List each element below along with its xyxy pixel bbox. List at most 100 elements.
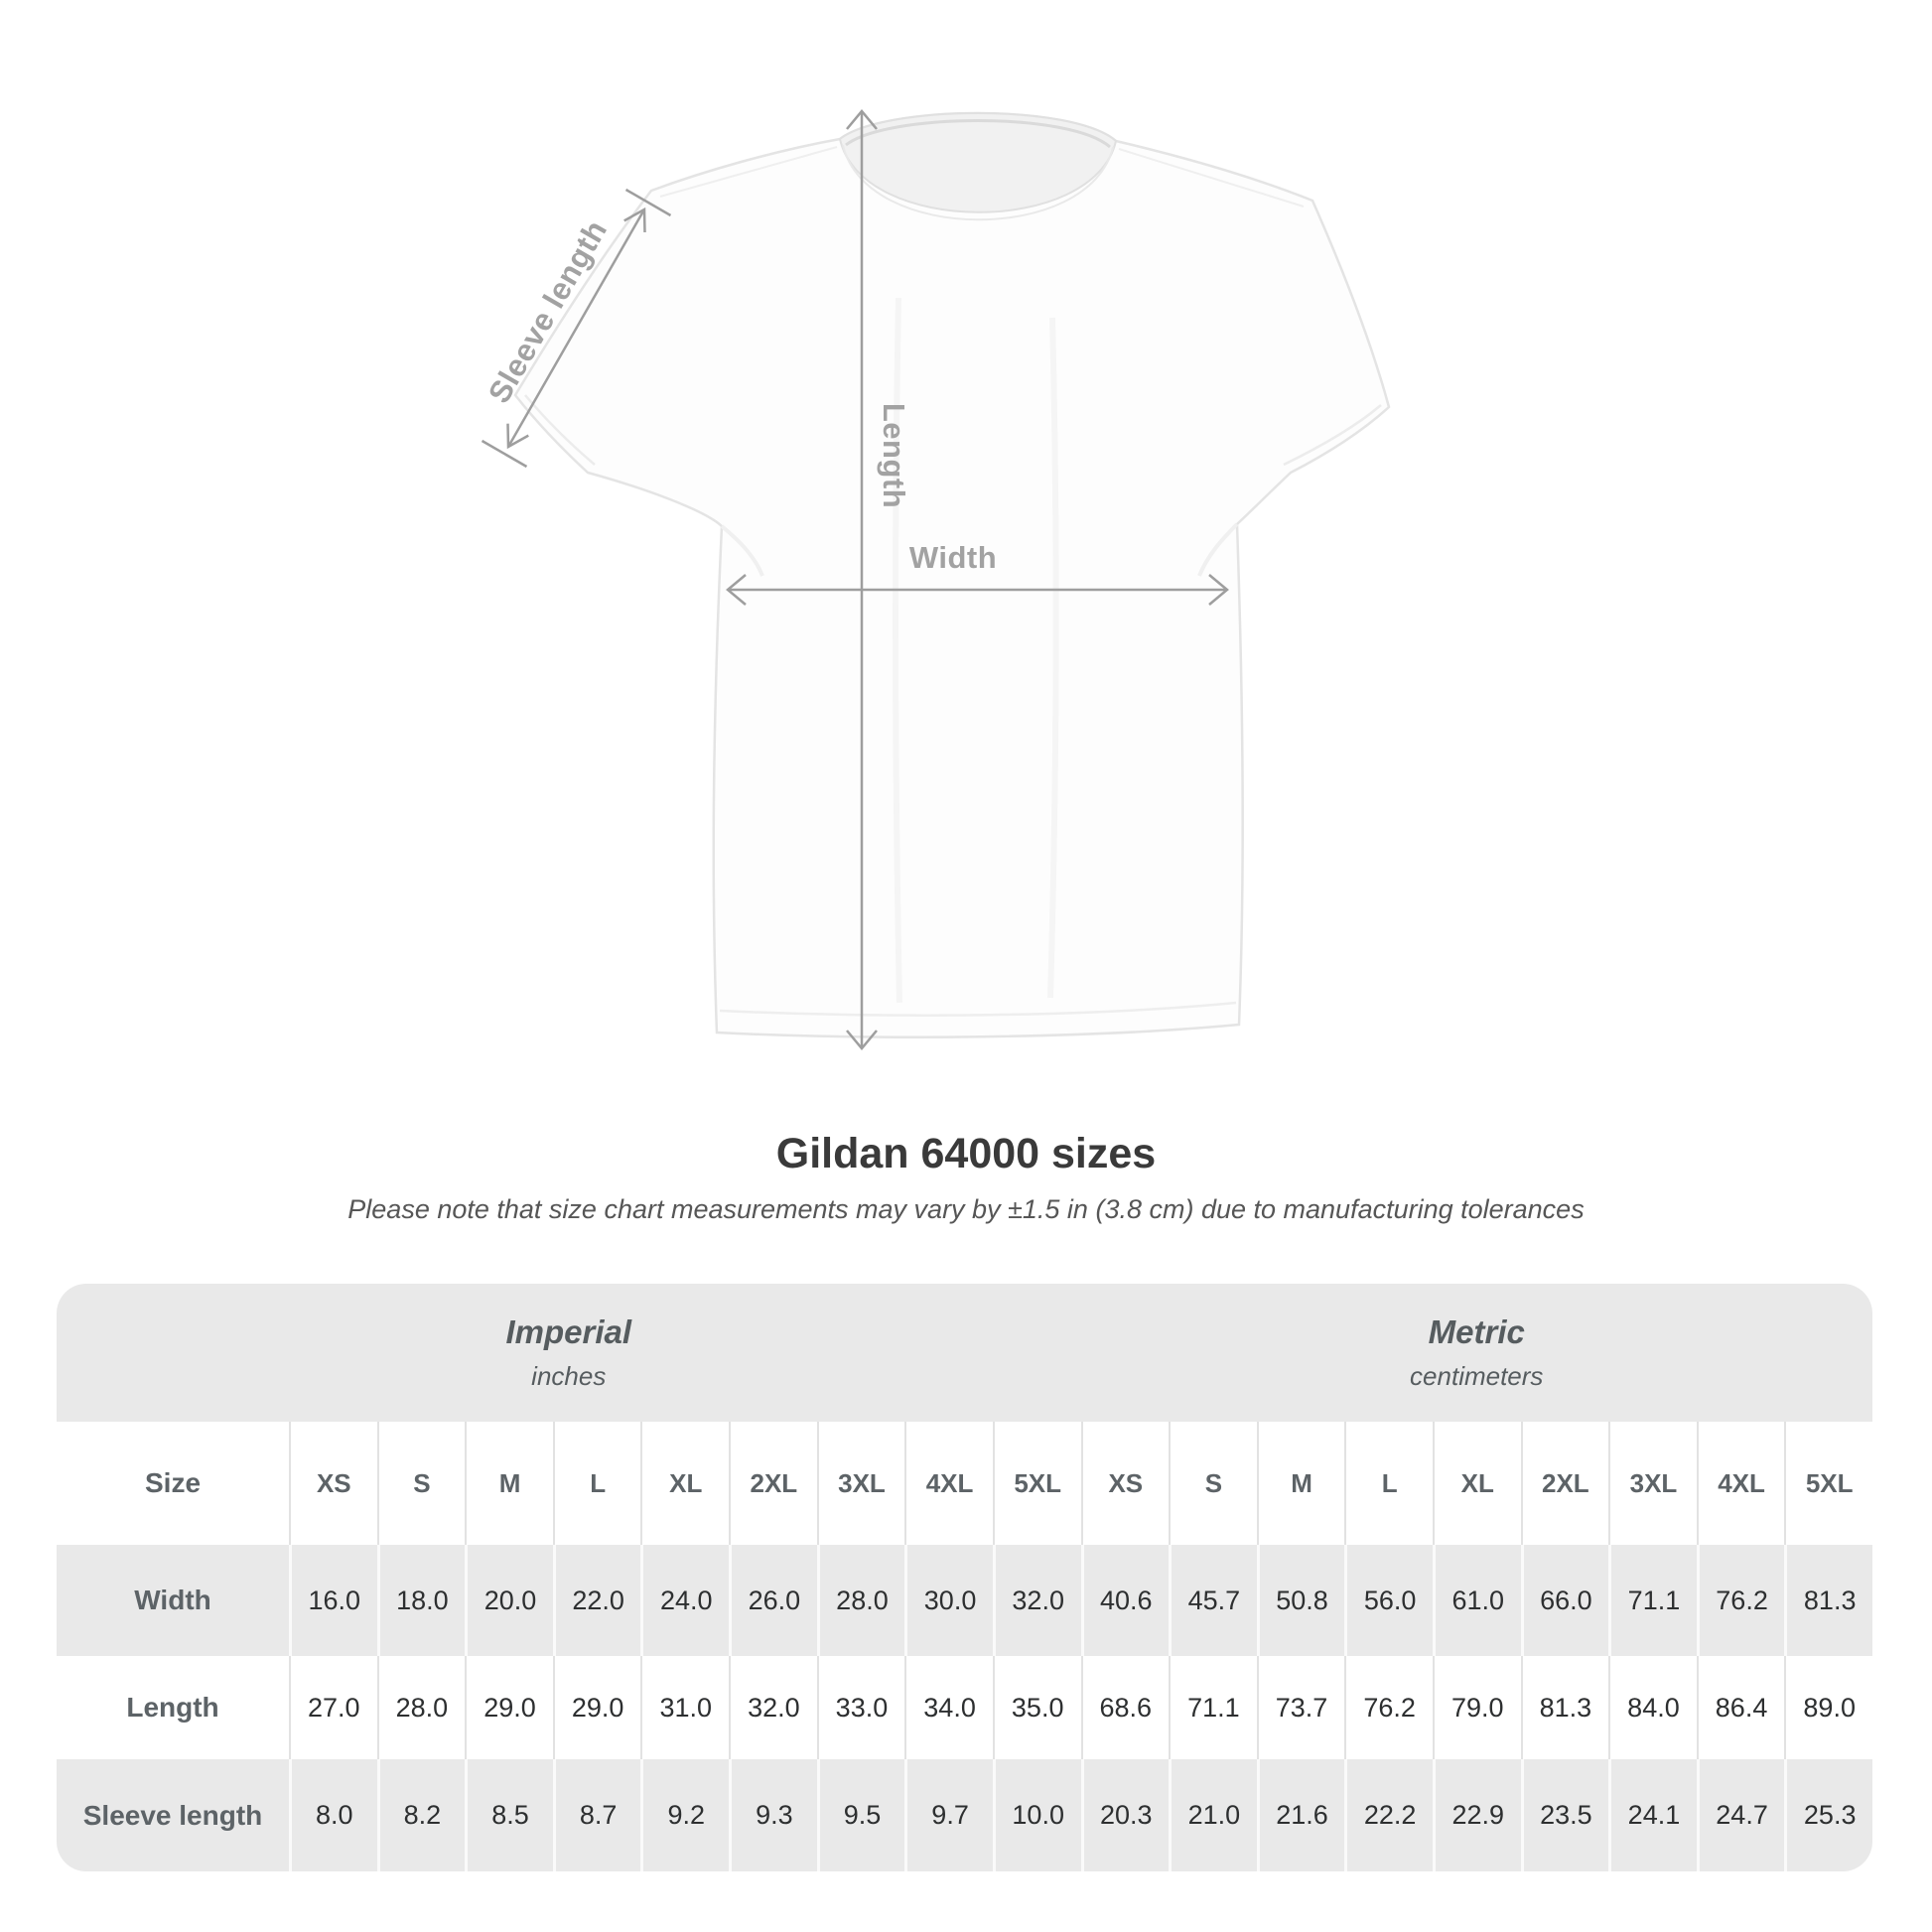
fabric-fold	[1047, 317, 1059, 999]
imperial-unit: inches	[531, 1361, 607, 1391]
table-cell: 66.0	[1520, 1545, 1609, 1656]
size-col-header: M	[1256, 1422, 1345, 1545]
row-label: Length	[126, 1692, 219, 1723]
shoulder-seam-right	[1118, 148, 1305, 207]
size-col-header: 5XL	[1784, 1422, 1872, 1545]
page-subtitle: Please note that size chart measurements…	[347, 1194, 1585, 1224]
size-col-header: L	[1344, 1422, 1433, 1545]
table-cell: 81.3	[1784, 1545, 1872, 1656]
row-label: Sleeve length	[82, 1799, 263, 1831]
table-cell: 29.0	[465, 1656, 553, 1759]
size-col-header: 5XL	[992, 1422, 1081, 1545]
table-cell: 9.7	[904, 1759, 993, 1871]
width-arrow	[726, 574, 1229, 606]
size-table: Imperial inches Metric centimeters Size …	[57, 1284, 1872, 1871]
size-corner-label: Size	[144, 1467, 202, 1498]
metric-unit: centimeters	[1410, 1361, 1544, 1391]
size-col-header: XS	[1080, 1422, 1170, 1545]
size-col-header: 2XL	[729, 1422, 817, 1545]
table-cell: 9.3	[729, 1759, 817, 1871]
row-label: Width	[134, 1585, 211, 1615]
size-col-header: 3XL	[816, 1422, 905, 1545]
table-cell: 16.0	[289, 1545, 377, 1656]
table-cell: 76.2	[1344, 1656, 1433, 1759]
table-cell: 76.2	[1696, 1545, 1785, 1656]
table-cell: 21.0	[1169, 1759, 1257, 1871]
tshirt-illustration	[481, 109, 1391, 1050]
table-cell: 10.0	[992, 1759, 1081, 1871]
length-label: Length	[877, 402, 911, 509]
page-title: Gildan 64000 sizes	[775, 1130, 1157, 1177]
sleeve-length-arrow	[481, 188, 672, 469]
table-cell: 71.1	[1169, 1656, 1257, 1759]
table-cell: 20.0	[465, 1545, 553, 1656]
table-cell: 22.9	[1432, 1759, 1521, 1871]
table-cell: 22.2	[1344, 1759, 1433, 1871]
table-cell: 79.0	[1432, 1656, 1521, 1759]
metric-header: Metric centimeters	[1081, 1284, 1873, 1422]
imperial-title: Imperial	[505, 1313, 632, 1350]
table-cell: 68.6	[1080, 1656, 1170, 1759]
unit-header-row: Imperial inches Metric centimeters	[57, 1284, 1872, 1422]
table-cell: 45.7	[1169, 1545, 1257, 1656]
shoulder-seam-left	[659, 146, 838, 198]
metric-title: Metric	[1428, 1313, 1525, 1350]
sleeve-hem-right	[1283, 404, 1382, 467]
table-cell: 71.1	[1608, 1545, 1697, 1656]
table-cell: 8.7	[552, 1759, 641, 1871]
table-cell: 29.0	[552, 1656, 641, 1759]
table-cell: 31.0	[640, 1656, 729, 1759]
table-cell: 84.0	[1608, 1656, 1697, 1759]
collar-rib-seam	[845, 119, 1111, 149]
table-cell: 21.6	[1256, 1759, 1345, 1871]
width-label: Width	[908, 540, 998, 575]
size-col-header: M	[465, 1422, 553, 1545]
table-cell: 8.2	[376, 1759, 466, 1871]
table-cell: 28.0	[376, 1656, 466, 1759]
table-cell: 33.0	[816, 1656, 905, 1759]
tshirt-shape	[513, 111, 1391, 1038]
tshirt-measurement-diagram: Sleeve length Length Width	[481, 109, 1391, 1050]
table-cell: 24.0	[640, 1545, 729, 1656]
length-arrow	[846, 109, 878, 1050]
size-col-header: XS	[289, 1422, 377, 1545]
sleeve-hem-left	[524, 394, 596, 466]
table-row-length: Length 27.0 28.0 29.0 29.0 31.0 32.0 33.…	[57, 1656, 1872, 1759]
size-col-header: 2XL	[1520, 1422, 1609, 1545]
table-cell: 20.3	[1080, 1759, 1170, 1871]
size-col-header: XL	[640, 1422, 729, 1545]
size-col-header: 4XL	[1696, 1422, 1785, 1545]
title-block: Gildan 64000 sizes Please note that size…	[0, 1130, 1932, 1225]
armpit-crease-left	[720, 524, 764, 577]
armpit-crease-right	[1197, 522, 1239, 577]
size-col-header: L	[552, 1422, 641, 1545]
table-cell: 18.0	[376, 1545, 466, 1656]
table-cell: 28.0	[816, 1545, 905, 1656]
table-cell: 24.1	[1608, 1759, 1697, 1871]
table-cell: 25.3	[1784, 1759, 1872, 1871]
table-cell: 50.8	[1256, 1545, 1345, 1656]
table-cell: 23.5	[1520, 1759, 1609, 1871]
table-cell: 81.3	[1520, 1656, 1609, 1759]
table-cell: 8.5	[465, 1759, 553, 1871]
table-cell: 40.6	[1080, 1545, 1170, 1656]
size-col-header: XL	[1432, 1422, 1521, 1545]
table-cell: 32.0	[729, 1656, 817, 1759]
table-cell: 89.0	[1784, 1656, 1872, 1759]
size-col-header: 3XL	[1608, 1422, 1697, 1545]
table-cell: 8.0	[289, 1759, 377, 1871]
table-cell: 9.2	[640, 1759, 729, 1871]
table-row-sleeve-length: Sleeve length 8.0 8.2 8.5 8.7 9.2 9.3 9.…	[57, 1759, 1872, 1871]
table-cell: 56.0	[1344, 1545, 1433, 1656]
table-cell: 22.0	[552, 1545, 641, 1656]
table-cell: 9.5	[816, 1759, 905, 1871]
size-col-header: 4XL	[904, 1422, 993, 1545]
table-cell: 34.0	[904, 1656, 993, 1759]
bottom-hem-seam	[719, 1001, 1237, 1017]
table-cell: 26.0	[729, 1545, 817, 1656]
table-cell: 86.4	[1696, 1656, 1785, 1759]
table-cell: 35.0	[992, 1656, 1081, 1759]
size-col-header: S	[376, 1422, 466, 1545]
table-cell: 73.7	[1256, 1656, 1345, 1759]
